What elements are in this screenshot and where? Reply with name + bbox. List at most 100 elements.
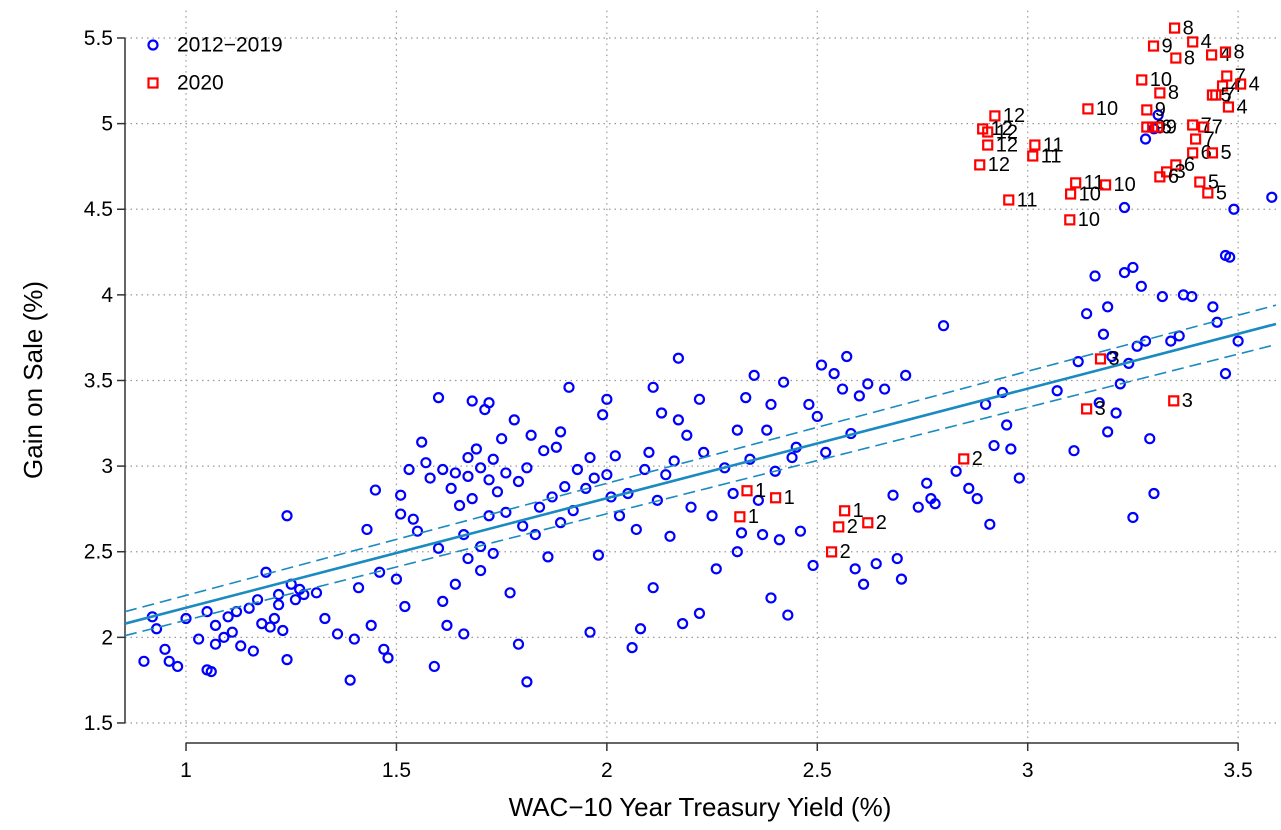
point (626, 642, 638, 654)
point-label: 10 (1150, 69, 1172, 91)
point (1099, 179, 1112, 191)
point (1207, 301, 1219, 313)
point (1152, 121, 1164, 133)
point (770, 492, 782, 504)
point-label: 2 (972, 448, 983, 470)
point (1005, 443, 1017, 455)
point (251, 594, 264, 606)
point (521, 462, 533, 474)
point (982, 126, 994, 138)
point (1219, 46, 1232, 58)
point (264, 621, 276, 633)
point (504, 587, 516, 599)
y-tick-label: 1.5 (84, 712, 113, 735)
point (1198, 121, 1210, 133)
point-label: 12 (1003, 105, 1025, 127)
point (735, 527, 748, 539)
point (1106, 350, 1118, 363)
point (420, 457, 432, 469)
point (1003, 194, 1015, 206)
point-label: 3 (1175, 161, 1186, 183)
point (1144, 433, 1156, 445)
point-label: 4 (1236, 96, 1247, 118)
point (811, 410, 823, 423)
point-label: 5 (1208, 171, 1219, 193)
point (466, 493, 478, 505)
y-tick-label: 2 (101, 626, 113, 649)
point-label: 1 (853, 500, 864, 522)
point (243, 602, 255, 614)
point (470, 443, 483, 455)
point (571, 463, 584, 476)
point (710, 563, 722, 575)
point-label: 3 (1109, 348, 1120, 370)
point (989, 110, 1001, 122)
point-label: 7 (1235, 65, 1246, 87)
point-label: 6 (1201, 142, 1212, 164)
point (1051, 385, 1063, 397)
x-tick-label: 1 (180, 759, 192, 782)
point (331, 628, 344, 640)
point (748, 369, 760, 381)
point (437, 595, 449, 607)
point (921, 477, 933, 489)
point (222, 611, 234, 623)
point (672, 352, 685, 364)
point (643, 446, 655, 459)
point (416, 436, 428, 448)
point-label: 8 (1183, 17, 1194, 39)
point (1186, 290, 1198, 303)
point (1089, 270, 1101, 282)
point (428, 660, 440, 673)
point (475, 564, 487, 577)
y-tick-label: 2.5 (84, 541, 113, 564)
point (521, 676, 533, 688)
point (273, 588, 285, 601)
point (982, 139, 994, 151)
point (613, 510, 626, 522)
point (1064, 214, 1076, 226)
point (1127, 261, 1139, 274)
point (1102, 301, 1114, 313)
point (1168, 22, 1181, 34)
point (159, 643, 171, 655)
point (441, 619, 453, 631)
point (512, 638, 525, 650)
point (634, 623, 647, 635)
point (352, 582, 365, 594)
point (500, 467, 512, 479)
point (538, 445, 550, 457)
point-label: 12 (988, 154, 1010, 176)
point (483, 397, 495, 409)
point (281, 510, 293, 522)
point (403, 463, 415, 476)
point-label: 4 (1201, 31, 1212, 53)
point (1219, 368, 1232, 380)
point (912, 501, 924, 513)
point (289, 594, 302, 606)
point-label: 2 (847, 516, 858, 538)
point (761, 424, 773, 436)
point-label: 4 (1220, 44, 1231, 66)
point (1001, 419, 1013, 431)
point (1097, 328, 1110, 340)
point (533, 501, 546, 513)
y-tick-label: 4.5 (84, 198, 113, 221)
point (201, 606, 213, 618)
point-label: 9 (1155, 116, 1166, 138)
point (778, 376, 790, 388)
point (1206, 147, 1219, 159)
point-label: 8 (1184, 47, 1195, 69)
point (1081, 403, 1093, 415)
point (1093, 397, 1105, 409)
point (891, 552, 903, 565)
point (508, 414, 520, 426)
point (765, 398, 777, 411)
point (1222, 101, 1235, 113)
point (752, 494, 764, 506)
point (740, 392, 752, 404)
point (836, 383, 849, 395)
point-label: 2 (840, 541, 851, 563)
point (449, 578, 461, 590)
y-tick-label: 3.5 (84, 369, 113, 392)
